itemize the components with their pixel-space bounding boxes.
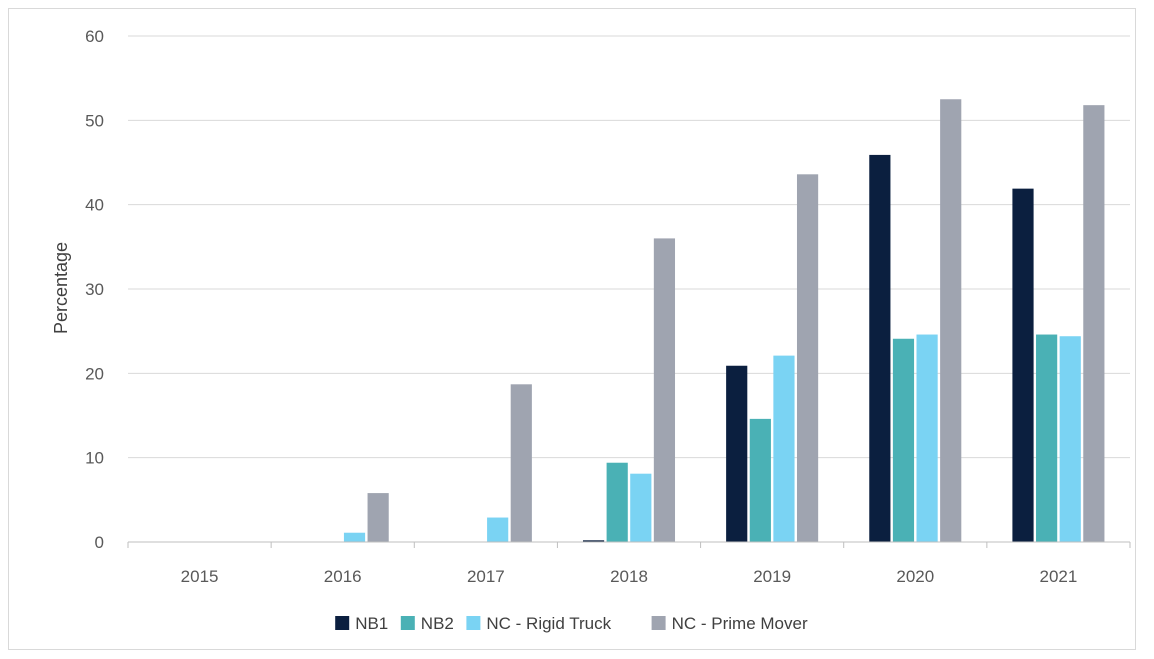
y-axis-title: Percentage [51,242,71,334]
y-tick-labels: 0 10 20 30 40 50 60 [85,27,104,552]
bar [1012,188,1034,543]
bar [653,238,676,542]
legend-label: NB1 [355,614,388,633]
x-tick-label: 2020 [896,567,934,586]
bar [869,154,891,542]
y-tick-label: 40 [85,196,104,215]
x-tick-label: 2015 [181,567,219,586]
legend-label: NC - Rigid Truck [486,614,611,633]
bar [510,384,532,542]
bar [940,99,962,542]
legend-swatch [335,616,350,630]
bar [916,334,938,542]
bar [1036,334,1058,542]
legend-swatch [651,616,666,630]
y-tick-label: 20 [85,364,104,383]
legend-swatch [400,616,415,630]
bar [1059,336,1081,542]
x-tick-label: 2017 [467,567,505,586]
bar [487,517,509,542]
x-tick-label: 2019 [753,567,791,586]
legend: NB1 NB2 NC - Rigid Truck NC - Prime Mover [335,614,808,633]
bar [630,473,652,542]
bar [726,365,748,542]
bar [796,174,819,542]
y-tick-label: 60 [85,27,104,46]
x-tick-labels: 2015 2016 2017 2018 2019 2020 2021 [181,567,1078,586]
y-tick-label: 10 [85,449,104,468]
x-tick-label: 2021 [1040,567,1078,586]
y-tick-label: 50 [85,111,104,130]
legend-label: NC - Prime Mover [672,614,808,633]
bar [343,532,366,542]
bar [1083,105,1105,543]
y-tick-label: 30 [85,280,104,299]
x-tick-label: 2018 [610,567,648,586]
bar [892,338,915,542]
bars [343,99,1105,543]
bar [367,493,389,542]
bar [582,540,605,542]
bar [773,355,795,542]
bar [749,418,771,542]
bar [606,462,628,542]
legend-label: NB2 [421,614,454,633]
y-tick-label: 0 [95,533,104,552]
legend-swatch [466,616,481,630]
gridlines [128,35,1130,459]
x-tick-label: 2016 [324,567,362,586]
axes [127,541,1131,548]
